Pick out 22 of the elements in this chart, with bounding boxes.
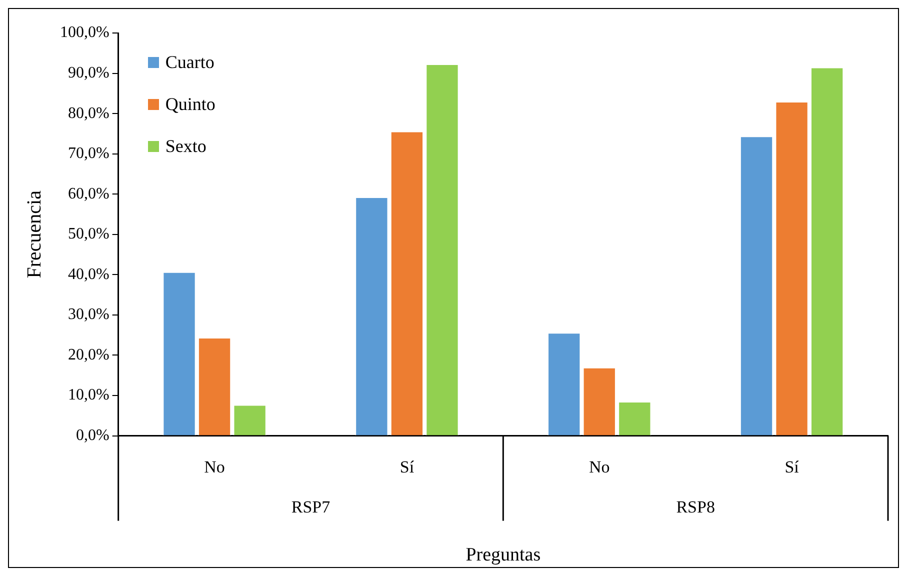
legend-label: Cuarto: [165, 52, 214, 72]
x-tick-label: No: [204, 457, 225, 476]
y-tick-label: 100,0%: [60, 24, 110, 42]
y-tick-label: 50,0%: [68, 226, 110, 243]
x-tick-label: No: [588, 457, 610, 476]
y-tick-label: 20,0%: [68, 346, 110, 364]
x-tick-label: Sí: [784, 457, 800, 476]
text: RSP7: [291, 497, 331, 516]
y-tick-label: 90,0%: [68, 64, 110, 82]
x-tick-label: Sí: [400, 457, 414, 476]
legend-label: Quinto: [165, 94, 216, 114]
y-tick-label: 70,0%: [68, 145, 110, 162]
y-tick-label: 0,0%: [76, 427, 110, 444]
y-tick-label: 60,0%: [68, 185, 110, 202]
y-tick-label: 80,0%: [68, 104, 110, 122]
x-axis-title: Preguntas: [466, 544, 541, 566]
y-tick-label: 40,0%: [68, 266, 110, 283]
text: RSP8: [676, 497, 715, 516]
y-tick-label: 10,0%: [68, 386, 110, 404]
legend-label: Sexto: [165, 136, 206, 156]
y-tick-label: 30,0%: [68, 306, 110, 324]
y-axis-title: Frecuencia: [23, 190, 46, 278]
